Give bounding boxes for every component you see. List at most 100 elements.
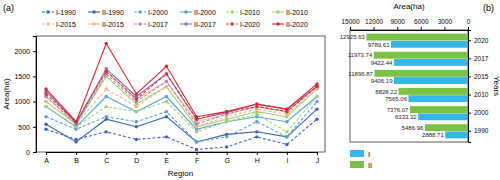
bar bbox=[374, 70, 468, 77]
x-tick-label: I bbox=[286, 157, 288, 164]
x-axis: 03000600090001200015000 bbox=[341, 18, 470, 31]
y-tick-mark bbox=[468, 58, 471, 59]
x-tick: J bbox=[316, 152, 320, 164]
series-marker bbox=[255, 135, 258, 138]
series-marker bbox=[105, 115, 108, 118]
legend-marker bbox=[184, 22, 187, 25]
bar bbox=[366, 34, 468, 41]
y-tick: 1000 bbox=[14, 98, 36, 105]
series-marker bbox=[165, 115, 168, 118]
y-tick-mark bbox=[33, 102, 36, 103]
series-marker bbox=[195, 130, 198, 133]
series-marker bbox=[105, 70, 108, 73]
series-marker bbox=[105, 70, 108, 73]
series-marker bbox=[285, 107, 288, 110]
x-tick-mark bbox=[227, 152, 228, 155]
legend-label: I bbox=[368, 150, 370, 159]
series-marker bbox=[135, 110, 138, 113]
series-marker bbox=[285, 130, 288, 133]
y-tick: 2020 bbox=[468, 37, 489, 44]
bar bbox=[408, 95, 468, 102]
series-marker bbox=[74, 120, 77, 123]
series-line bbox=[46, 44, 317, 122]
data-label: 8828.22 bbox=[375, 89, 397, 95]
series-marker bbox=[135, 110, 138, 113]
plot-frame bbox=[36, 36, 325, 152]
y-tick-mark bbox=[468, 76, 471, 77]
y-tick-label: 1500 bbox=[14, 73, 30, 80]
x-axis-line bbox=[351, 27, 469, 31]
x-tick: 9000 bbox=[390, 18, 405, 30]
x-tick-mark bbox=[350, 27, 351, 30]
x-tick-label: 9000 bbox=[390, 18, 405, 25]
data-label: 9422.44 bbox=[371, 60, 393, 66]
series-marker bbox=[135, 120, 138, 123]
series-marker bbox=[225, 110, 228, 113]
data-label: 7376.07 bbox=[387, 107, 409, 113]
y-tick-label: 2020 bbox=[474, 37, 489, 44]
data-label: 7565.06 bbox=[385, 96, 407, 102]
x-tick: I bbox=[286, 152, 288, 164]
x-tick-label: D bbox=[134, 157, 139, 164]
panel-label: (b) bbox=[483, 3, 494, 13]
x-tick: E bbox=[165, 152, 170, 164]
x-tick-label: 12000 bbox=[365, 18, 383, 25]
series-marker bbox=[255, 102, 258, 105]
series-marker bbox=[135, 92, 138, 95]
series-marker bbox=[44, 100, 47, 103]
legend-label: I-2010 bbox=[240, 9, 260, 16]
x-tick: 15000 bbox=[341, 18, 359, 30]
y-tick-label: 2010 bbox=[474, 91, 489, 98]
series-marker bbox=[315, 82, 318, 85]
data-label: 11896.87 bbox=[348, 71, 373, 77]
y-tick-label: 500 bbox=[18, 124, 30, 131]
plot-area bbox=[366, 34, 468, 139]
x-tick-mark bbox=[444, 27, 445, 30]
legend-marker bbox=[276, 22, 279, 25]
bar bbox=[394, 77, 468, 84]
legend-swatch bbox=[350, 150, 364, 157]
data-label: 2888.71 bbox=[422, 132, 444, 138]
x-tick-mark bbox=[468, 27, 469, 30]
series-marker bbox=[315, 118, 318, 121]
x-tick: 12000 bbox=[365, 18, 383, 30]
legend-marker bbox=[46, 10, 49, 13]
legend-marker bbox=[230, 22, 233, 25]
x-tick: A bbox=[44, 152, 49, 164]
y-axis-line bbox=[33, 37, 37, 153]
x-tick: B bbox=[74, 152, 79, 164]
legend-label: II-2015 bbox=[102, 21, 124, 28]
x-tick-label: G bbox=[224, 157, 229, 164]
y-tick: 0 bbox=[26, 149, 36, 156]
y-tick: 1990 bbox=[468, 127, 489, 134]
x-tick-label: C bbox=[104, 157, 109, 164]
series-marker bbox=[44, 87, 47, 90]
series-marker bbox=[285, 135, 288, 138]
data-label: 11973.74 bbox=[348, 52, 373, 58]
data-label: 12925.63 bbox=[340, 34, 366, 40]
series-marker bbox=[225, 145, 228, 148]
x-axis-title: Area(ha) bbox=[393, 2, 424, 11]
x-tick-mark bbox=[76, 152, 77, 155]
series-marker bbox=[165, 85, 168, 88]
series-marker bbox=[255, 120, 258, 123]
series-marker bbox=[44, 123, 47, 126]
data-label: 6333.32 bbox=[395, 114, 417, 120]
legend-marker bbox=[138, 22, 141, 25]
series-marker bbox=[165, 72, 168, 75]
x-tick: G bbox=[224, 152, 229, 164]
legend-label: II-2017 bbox=[194, 21, 216, 28]
series-marker bbox=[255, 102, 258, 105]
series-marker bbox=[44, 105, 47, 108]
x-axis: ABCDEFGHIJ bbox=[44, 152, 319, 164]
legend-marker bbox=[46, 22, 49, 25]
series-marker bbox=[255, 130, 258, 133]
legend-label: I-2000 bbox=[148, 9, 168, 16]
x-tick-mark bbox=[317, 152, 318, 155]
y-tick: 2017 bbox=[468, 55, 489, 62]
x-tick: D bbox=[134, 152, 139, 164]
x-tick-mark bbox=[397, 27, 398, 30]
x-tick-mark bbox=[374, 27, 375, 30]
series-marker bbox=[315, 107, 318, 110]
x-tick: 6000 bbox=[414, 18, 429, 30]
